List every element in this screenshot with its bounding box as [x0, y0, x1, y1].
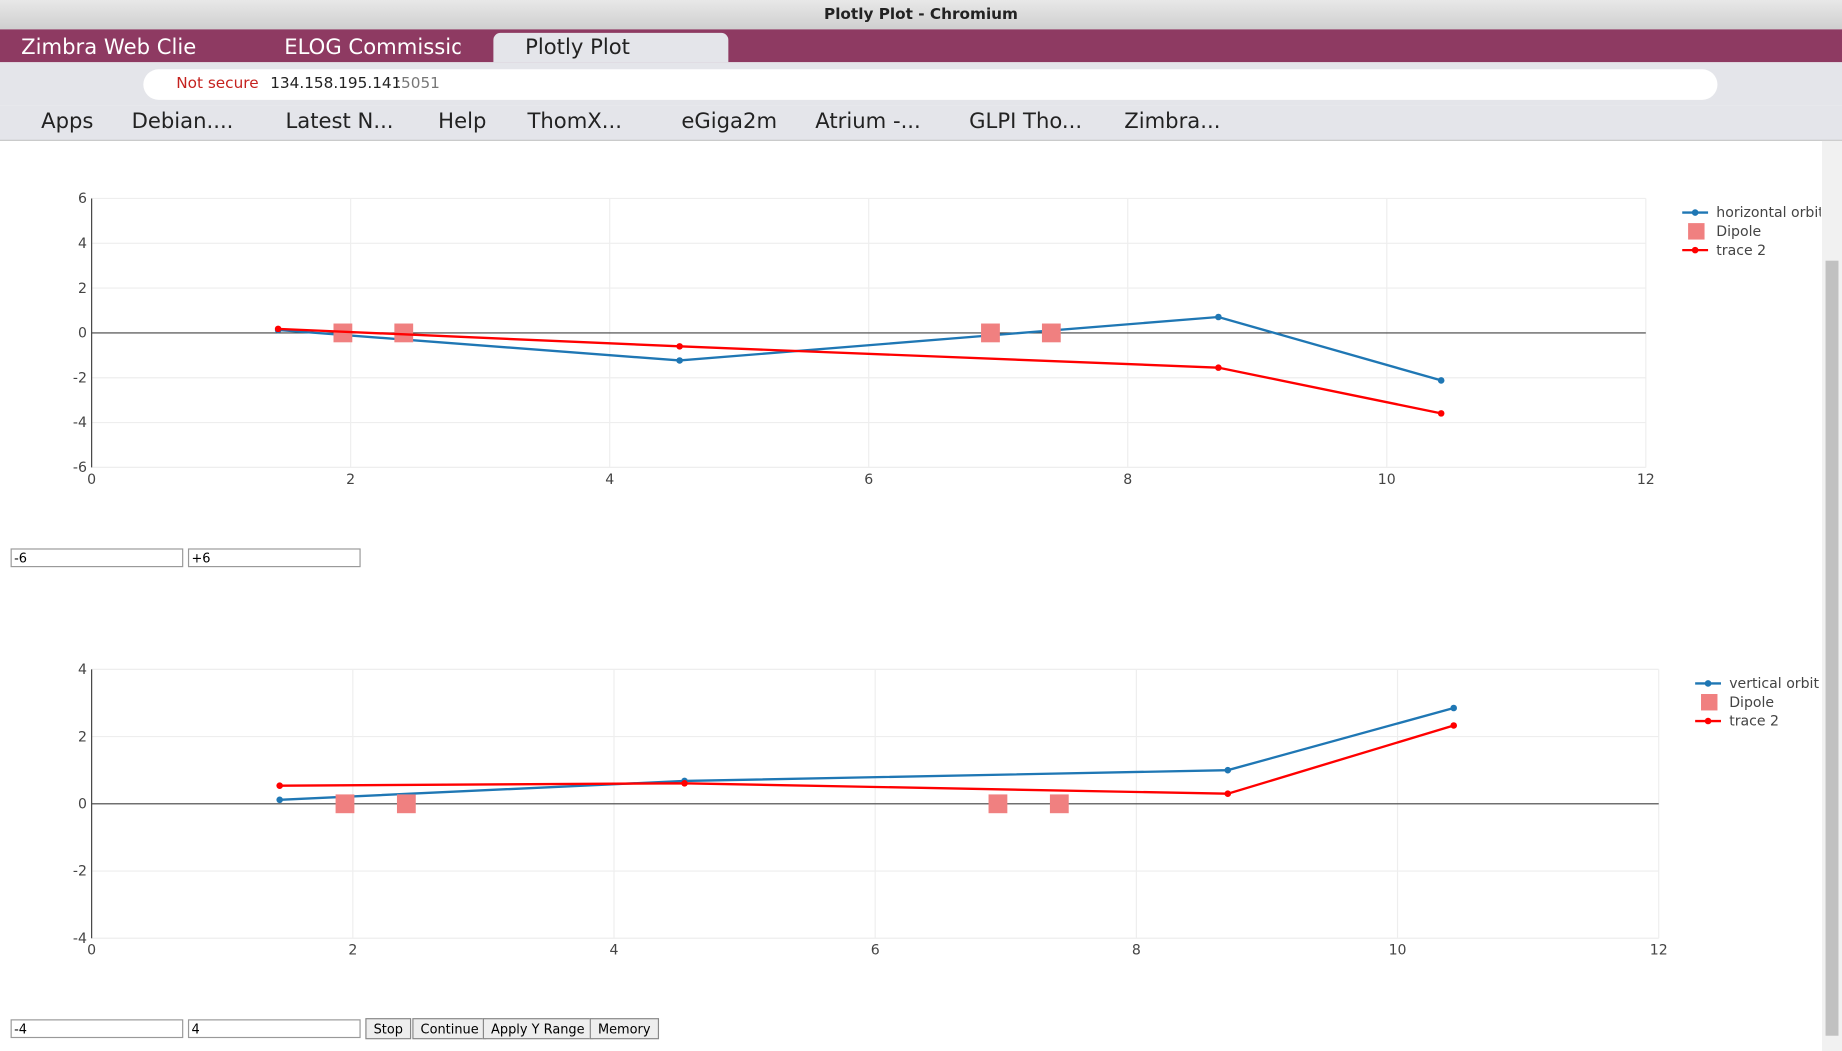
y-tick-label: -2 [73, 864, 87, 880]
legend-label: Dipole [1729, 695, 1774, 711]
series-line [278, 327, 1442, 415]
bookmark[interactable]: Atrium -... [815, 109, 921, 134]
x-tick-label: 12 [1637, 472, 1655, 488]
point [676, 343, 683, 350]
point [1450, 722, 1457, 729]
bookmark[interactable]: Debian.... [131, 109, 234, 134]
x-tick-label: 10 [1389, 943, 1407, 959]
y-tick-label: 2 [78, 281, 87, 297]
y-max-input[interactable] [187, 1019, 361, 1039]
legend-point [1691, 209, 1699, 216]
window-title: Plotly Plot - Chromium [0, 0, 1842, 30]
tab[interactable]: ELOG Commissio [284, 35, 461, 60]
x-tick-label: 6 [871, 943, 880, 959]
x-tick-label: 2 [348, 943, 357, 959]
x-tick-label: 4 [610, 943, 619, 959]
url-host: 134.158.195.141 [270, 75, 402, 93]
y-min-input[interactable] [10, 548, 184, 568]
marker [396, 794, 416, 814]
button[interactable]: Memory [589, 1018, 659, 1040]
marker [1049, 794, 1069, 814]
bookmark[interactable]: eGiga2m [681, 109, 778, 134]
marker [333, 323, 353, 343]
point [681, 780, 688, 787]
marker [1041, 323, 1061, 343]
marker [335, 794, 355, 814]
x-tick-label: 0 [87, 472, 96, 488]
security-label: Not secure [176, 75, 259, 93]
point [676, 357, 683, 364]
chart: -6 -4 -2 0 2 4 6 0 2 4 6 8 10 12 horizontal orbit Dipol… [73, 191, 1821, 488]
legend-marker [1701, 694, 1718, 711]
bookmark[interactable]: Latest N... [285, 109, 394, 134]
point [276, 796, 283, 804]
tab-bar: Zimbra Web Clie ELOG Commissio Plotly Pl… [0, 29, 1842, 63]
marker [988, 794, 1008, 814]
y-tick-label: 6 [78, 191, 87, 207]
address-bar[interactable]: Not secure 134.158.195.141 :5051 [143, 69, 1718, 100]
point [1224, 766, 1232, 774]
x-tick-label: 2 [346, 472, 355, 488]
button[interactable]: Stop [365, 1018, 412, 1040]
legend-point [1704, 680, 1712, 687]
legend-label: vertical orbit [1729, 676, 1819, 692]
toolbar: Not secure 134.158.195.141 :5051 [0, 62, 1842, 106]
scroll-thumb[interactable] [1825, 260, 1839, 1036]
bookmark[interactable]: Zimbra... [1124, 109, 1221, 134]
marker [394, 323, 414, 343]
legend-point [1704, 717, 1712, 725]
url-port: :5051 [395, 75, 440, 93]
point [274, 325, 282, 333]
tab[interactable]: Zimbra Web Clie [21, 35, 197, 60]
scrollbar[interactable] [1822, 140, 1842, 1051]
button[interactable]: Apply Y Range [482, 1018, 593, 1040]
x-tick-label: 6 [864, 472, 873, 488]
marker [981, 323, 1000, 343]
series-line [278, 315, 1442, 382]
y-tick-label: 0 [78, 326, 87, 342]
point [1437, 410, 1445, 417]
y-tick-label: -4 [73, 931, 87, 947]
legend-point [1691, 246, 1699, 254]
legend-marker [1688, 223, 1705, 240]
y-tick-label: 4 [78, 236, 87, 252]
y-min-input[interactable] [10, 1019, 184, 1039]
x-tick-label: 0 [87, 943, 96, 959]
series-line [279, 706, 1455, 801]
bookmarks-bar: Apps Debian.... Latest N... Help ThomX..… [0, 105, 1842, 141]
bookmark[interactable]: ThomX... [527, 109, 622, 134]
point [1450, 704, 1457, 712]
series-line [279, 724, 1455, 795]
y-tick-label: 0 [78, 797, 87, 813]
point [276, 782, 283, 789]
y-tick-label: 2 [78, 729, 87, 745]
point [1437, 377, 1445, 384]
y-tick-label: -6 [73, 460, 87, 476]
y-tick-label: 4 [78, 662, 87, 678]
x-tick-label: 10 [1378, 472, 1396, 488]
bookmark[interactable]: Help [438, 109, 487, 134]
tab[interactable]: Plotly Plot [493, 32, 729, 63]
x-tick-label: 4 [605, 472, 614, 488]
point [1215, 364, 1222, 371]
chart: -4 -2 0 2 4 0 2 4 6 8 10 12 vertical orbit Dipole trac… [73, 662, 1820, 959]
x-tick-label: 8 [1123, 472, 1132, 488]
y-tick-label: -4 [73, 415, 87, 431]
point [1215, 313, 1222, 321]
bookmark[interactable]: Apps [41, 109, 94, 134]
bookmark[interactable]: GLPI Tho... [969, 109, 1083, 134]
y-tick-label: -2 [73, 370, 87, 386]
y-max-input[interactable] [187, 548, 361, 568]
x-tick-label: 12 [1650, 943, 1668, 959]
point [1224, 790, 1232, 798]
legend-label: trace 2 [1729, 714, 1779, 730]
legend-label: Dipole [1716, 224, 1761, 240]
x-tick-label: 8 [1132, 943, 1141, 959]
legend-label: trace 2 [1716, 243, 1766, 259]
legend-label: horizontal orbit [1716, 205, 1821, 221]
button[interactable]: Continue [412, 1018, 487, 1040]
